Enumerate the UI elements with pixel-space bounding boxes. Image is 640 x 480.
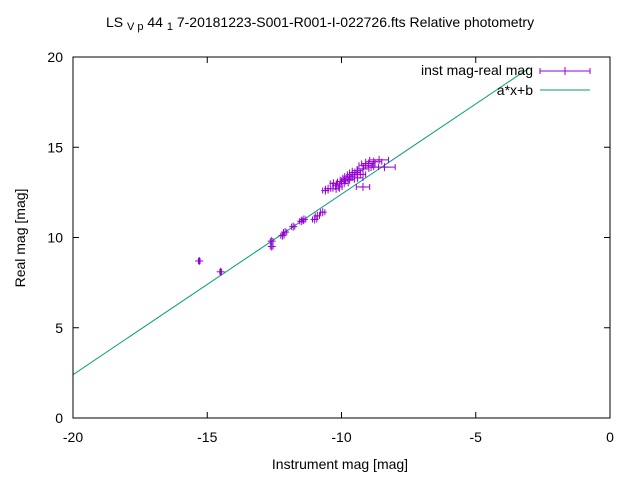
y-tick-label: 5 xyxy=(55,320,63,336)
plot-area xyxy=(73,67,530,376)
y-tick-label: 10 xyxy=(47,230,63,246)
plot-frame xyxy=(72,56,611,419)
legend: inst mag-real mag a*x+b xyxy=(421,62,591,98)
chart-title: LS V p 44 1 7-20181223-S001-R001-I-02272… xyxy=(0,14,640,33)
title-suffix: 7-20181223-S001-R001-I-022726.fts Relati… xyxy=(176,14,535,30)
title-prefix: LS xyxy=(105,14,124,30)
legend-label-fit: a*x+b xyxy=(497,82,533,98)
title-sub1: V p xyxy=(126,21,144,33)
x-tick-label: -15 xyxy=(197,429,217,445)
y-tick-label: 0 xyxy=(55,410,63,426)
title-sub2: 1 xyxy=(166,21,173,33)
title-mid: 44 xyxy=(147,14,163,30)
y-tick-label: 15 xyxy=(47,139,63,155)
y-tick-label: 20 xyxy=(47,49,63,65)
x-tick-label: -20 xyxy=(63,429,83,445)
x-tick-label: -10 xyxy=(331,429,351,445)
y-axis-label: Real mag [mag] xyxy=(12,188,28,288)
x-tick-label: 0 xyxy=(606,429,614,445)
x-tick-label: -5 xyxy=(470,429,483,445)
x-axis-label: Instrument mag [mag] xyxy=(271,456,409,472)
legend-label-points: inst mag-real mag xyxy=(421,62,533,78)
axis-ticks: -20 -15 -10 -5 0 0 5 10 15 20 xyxy=(47,49,614,445)
